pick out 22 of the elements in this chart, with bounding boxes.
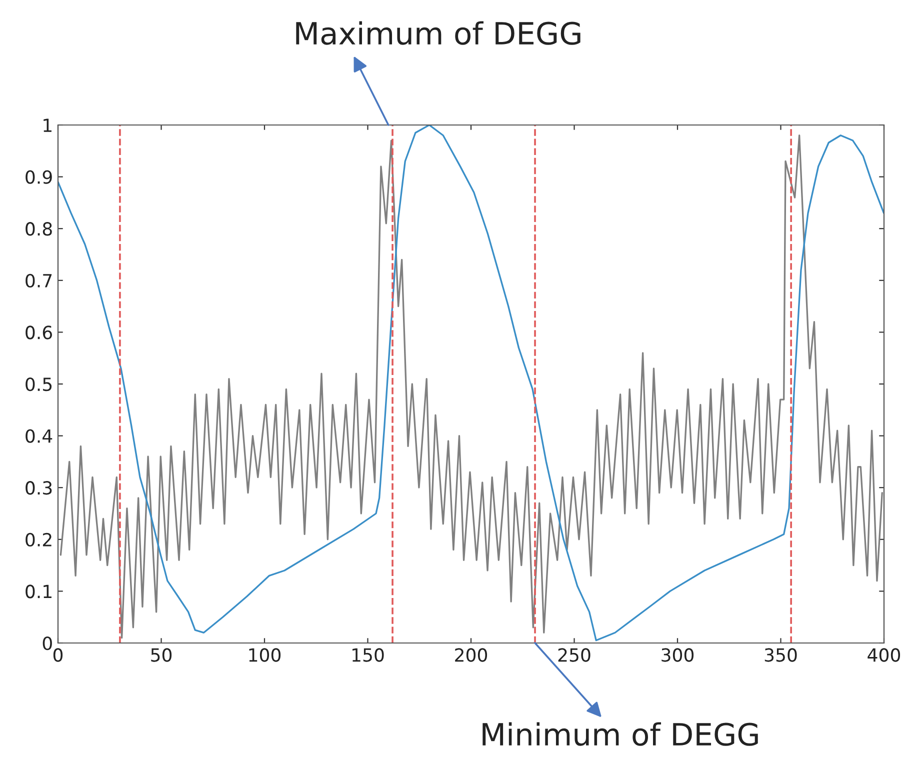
- x-tick-label: 150: [352, 648, 384, 662]
- y-tick-label: 0.9: [26, 170, 52, 184]
- annotation: Minimum of DEGG: [482, 722, 758, 746]
- x-tick-label: 400: [868, 648, 900, 662]
- y-tick-label: 0.6: [26, 326, 52, 340]
- y-tick-label: 0.8: [26, 222, 52, 236]
- x-tick-label: 250: [558, 648, 590, 662]
- y-tick-label: 0.5: [26, 377, 52, 392]
- y-tick-label: 0.4: [26, 429, 52, 443]
- x-tick-label: 200: [455, 648, 488, 662]
- y-tick-label: 1: [44, 118, 52, 132]
- y-tick-label: 0.3: [26, 481, 52, 495]
- x-tick-label: 350: [764, 648, 797, 662]
- x-tick-label: 50: [151, 648, 172, 662]
- x-tick-label: 0: [53, 648, 63, 662]
- y-tick-label: 0.7: [26, 274, 52, 288]
- x-tick-label: 100: [249, 648, 281, 662]
- y-tick-label: 0.2: [26, 532, 52, 547]
- x-tick-label: 300: [662, 648, 694, 662]
- y-tick-label: 0.1: [26, 584, 52, 598]
- annotation: Maximum of DEGG: [296, 21, 580, 45]
- y-tick-label: 0: [42, 636, 52, 650]
